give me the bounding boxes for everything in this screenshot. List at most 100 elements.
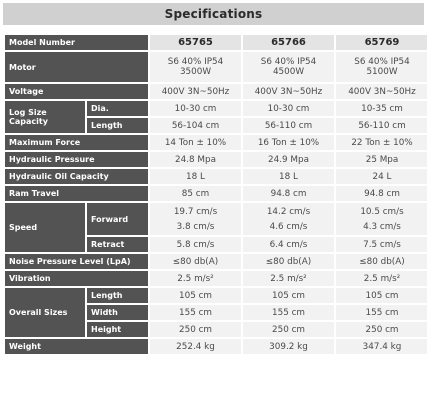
cell-maximum-force: 14 Ton ± 10% bbox=[150, 135, 241, 150]
table-row-hydraulic-pressure: Hydraulic Pressure 24.8 Mpa 24.9 Mpa 25 … bbox=[5, 152, 427, 167]
model-header: 65765 bbox=[150, 35, 241, 50]
row-label-speed: Speed bbox=[5, 203, 85, 252]
cell-voltage: 400V 3N~50Hz bbox=[336, 84, 427, 99]
cell-speed-forward: 14.2 cm/s 4.6 cm/s bbox=[243, 203, 334, 235]
table-row-noise: Noise Pressure Level (LpA) ≤80 db(A) ≤80… bbox=[5, 254, 427, 269]
motor-duty: S6 40% IP54 bbox=[260, 57, 317, 67]
cell-vibration: 2.5 m/s² bbox=[150, 271, 241, 286]
cell-voltage: 400V 3N~50Hz bbox=[150, 84, 241, 99]
cell-motor: S6 40% IP54 5100W bbox=[336, 52, 427, 82]
table-row-ram-travel: Ram Travel 85 cm 94.8 cm 94.8 cm bbox=[5, 186, 427, 201]
table-row-log-length: Length 56-104 cm 56-110 cm 56-110 cm bbox=[5, 118, 427, 133]
table-row-weight: Weight 252.4 kg 309.2 kg 347.4 kg bbox=[5, 339, 427, 354]
row-label-motor: Motor bbox=[5, 52, 148, 82]
motor-power: 5100W bbox=[366, 67, 398, 77]
motor-duty: S6 40% IP54 bbox=[354, 57, 410, 67]
sub-label-height: Height bbox=[87, 322, 148, 337]
cell-motor: S6 40% IP54 3500W bbox=[150, 52, 241, 82]
row-label-overall-sizes: Overall Sizes bbox=[5, 288, 85, 337]
table-row-speed-forward: Speed Forward 19.7 cm/s 3.8 cm/s 14.2 cm/… bbox=[5, 203, 427, 252]
cell-hydraulic-pressure: 24.8 Mpa bbox=[150, 152, 241, 167]
cell-speed-retract: 6.4 cm/s bbox=[243, 237, 334, 252]
cell-overall-length: 105 cm bbox=[150, 288, 241, 303]
cell-noise: ≤80 db(A) bbox=[150, 254, 241, 269]
row-label-vibration: Vibration bbox=[5, 271, 148, 286]
row-label-ram-travel: Ram Travel bbox=[5, 186, 148, 201]
cell-motor: S6 40% IP54 4500W bbox=[243, 52, 334, 82]
table-row-overall-width: Width 155 cm 155 cm 155 cm bbox=[5, 305, 427, 320]
sub-label-retract: Retract bbox=[87, 237, 148, 252]
speed-forward-value: 3.8 cm/s bbox=[176, 221, 215, 232]
speed-forward-value: 14.2 cm/s bbox=[266, 206, 311, 217]
sub-label-dia: Dia. bbox=[87, 101, 148, 116]
row-label-maximum-force: Maximum Force bbox=[5, 135, 148, 150]
cell-log-length: 56-110 cm bbox=[336, 118, 427, 133]
specifications-table: Model Number 65765 65766 65769 Motor S6 … bbox=[3, 33, 427, 356]
row-label-noise-pressure-level: Noise Pressure Level (LpA) bbox=[5, 254, 148, 269]
table-row-overall-height: Height 250 cm 250 cm 250 cm bbox=[5, 322, 427, 337]
cell-speed-forward: 19.7 cm/s 3.8 cm/s bbox=[150, 203, 241, 235]
cell-maximum-force: 16 Ton ± 10% bbox=[243, 135, 334, 150]
cell-overall-width: 155 cm bbox=[150, 305, 241, 320]
speed-forward-value: 10.5 cm/s bbox=[360, 206, 404, 217]
table-row-voltage: Voltage 400V 3N~50Hz 400V 3N~50Hz 400V 3… bbox=[5, 84, 427, 99]
speed-forward-value: 4.6 cm/s bbox=[269, 221, 308, 232]
cell-hydraulic-oil-capacity: 18 L bbox=[243, 169, 334, 184]
speed-forward-value: 4.3 cm/s bbox=[363, 221, 401, 232]
row-label-model-number: Model Number bbox=[5, 35, 148, 50]
motor-duty: S6 40% IP54 bbox=[167, 57, 224, 67]
cell-overall-height: 250 cm bbox=[243, 322, 334, 337]
model-header: 65766 bbox=[243, 35, 334, 50]
cell-speed-forward: 10.5 cm/s 4.3 cm/s bbox=[336, 203, 427, 235]
cell-hydraulic-pressure: 24.9 Mpa bbox=[243, 152, 334, 167]
cell-hydraulic-pressure: 25 Mpa bbox=[336, 152, 427, 167]
cell-log-dia: 10-30 cm bbox=[243, 101, 334, 116]
cell-ram-travel: 94.8 cm bbox=[243, 186, 334, 201]
table-row-vibration: Vibration 2.5 m/s² 2.5 m/s² 2.5 m/s² bbox=[5, 271, 427, 286]
cell-log-dia: 10-30 cm bbox=[150, 101, 241, 116]
cell-weight: 347.4 kg bbox=[336, 339, 427, 354]
cell-overall-height: 250 cm bbox=[150, 322, 241, 337]
table-row-motor: Motor S6 40% IP54 3500W S6 40% IP54 4500W … bbox=[5, 52, 427, 82]
cell-weight: 252.4 kg bbox=[150, 339, 241, 354]
cell-hydraulic-oil-capacity: 18 L bbox=[150, 169, 241, 184]
cell-log-length: 56-104 cm bbox=[150, 118, 241, 133]
cell-overall-width: 155 cm bbox=[243, 305, 334, 320]
cell-overall-length: 105 cm bbox=[243, 288, 334, 303]
cell-vibration: 2.5 m/s² bbox=[336, 271, 427, 286]
cell-weight: 309.2 kg bbox=[243, 339, 334, 354]
cell-ram-travel: 94.8 cm bbox=[336, 186, 427, 201]
table-row-hydraulic-oil-capacity: Hydraulic Oil Capacity 18 L 18 L 24 L bbox=[5, 169, 427, 184]
row-label-weight: Weight bbox=[5, 339, 148, 354]
table-row-maximum-force: Maximum Force 14 Ton ± 10% 16 Ton ± 10% … bbox=[5, 135, 427, 150]
table-row-speed-retract: Retract 5.8 cm/s 6.4 cm/s 7.5 cm/s bbox=[5, 237, 427, 252]
table-row-model-number: Model Number 65765 65766 65769 bbox=[5, 35, 427, 50]
row-label-voltage: Voltage bbox=[5, 84, 148, 99]
cell-overall-height: 250 cm bbox=[336, 322, 427, 337]
row-label-hydraulic-oil-capacity: Hydraulic Oil Capacity bbox=[5, 169, 148, 184]
cell-speed-retract: 5.8 cm/s bbox=[150, 237, 241, 252]
cell-vibration: 2.5 m/s² bbox=[243, 271, 334, 286]
cell-ram-travel: 85 cm bbox=[150, 186, 241, 201]
cell-voltage: 400V 3N~50Hz bbox=[243, 84, 334, 99]
cell-hydraulic-oil-capacity: 24 L bbox=[336, 169, 427, 184]
model-header: 65769 bbox=[336, 35, 427, 50]
speed-forward-value: 19.7 cm/s bbox=[173, 206, 218, 217]
table-row-log-dia: Log Size Capacity Dia. 10-30 cm 10-30 cm… bbox=[5, 101, 427, 133]
cell-log-length: 56-110 cm bbox=[243, 118, 334, 133]
cell-maximum-force: 22 Ton ± 10% bbox=[336, 135, 427, 150]
motor-power: 4500W bbox=[272, 67, 305, 77]
cell-log-dia: 10-35 cm bbox=[336, 101, 427, 116]
sub-label-width: Width bbox=[87, 305, 148, 320]
sub-label-forward: Forward bbox=[87, 203, 148, 235]
sub-label-length: Length bbox=[87, 288, 148, 303]
row-label-log-size-capacity: Log Size Capacity bbox=[5, 101, 85, 133]
cell-overall-length: 105 cm bbox=[336, 288, 427, 303]
table-row-overall-length: Overall Sizes Length 105 cm 105 cm 105 c… bbox=[5, 288, 427, 337]
cell-noise: ≤80 db(A) bbox=[243, 254, 334, 269]
cell-noise: ≤80 db(A) bbox=[336, 254, 427, 269]
page-title: Specifications bbox=[3, 3, 424, 25]
sub-label-length: Length bbox=[87, 118, 148, 133]
cell-overall-width: 155 cm bbox=[336, 305, 427, 320]
cell-speed-retract: 7.5 cm/s bbox=[336, 237, 427, 252]
